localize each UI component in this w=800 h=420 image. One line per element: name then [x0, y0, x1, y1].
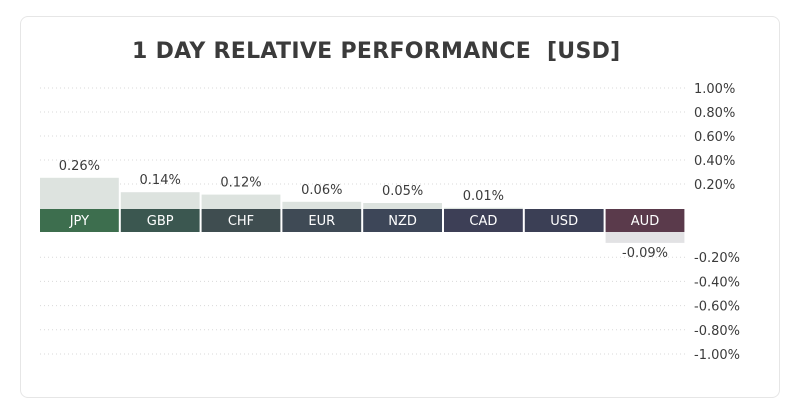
- category-band: [363, 209, 442, 232]
- value-label: 0.26%: [59, 159, 100, 174]
- category-label: EUR: [308, 214, 335, 229]
- category-band: [282, 209, 362, 232]
- value-bar: [40, 177, 119, 209]
- category-band: [40, 209, 119, 232]
- y-tick-label: 1.00%: [694, 82, 735, 97]
- category-band: [605, 209, 685, 232]
- value-bar: [363, 203, 442, 209]
- category-label: NZD: [388, 214, 417, 229]
- y-tick-label: 0.20%: [694, 178, 735, 193]
- y-tick-label: -0.20%: [694, 251, 740, 266]
- value-label: 0.05%: [382, 184, 423, 199]
- y-tick-label: -0.40%: [694, 275, 740, 290]
- category-band: [444, 209, 523, 232]
- value-label: -0.09%: [622, 246, 668, 261]
- category-band: [120, 209, 200, 232]
- y-tick-label: -0.80%: [694, 324, 740, 339]
- value-bar: [120, 192, 200, 209]
- category-label: JPY: [69, 214, 89, 229]
- chart-title: 1 DAY RELATIVE PERFORMANCE [USD]: [132, 39, 621, 64]
- value-bar: [201, 194, 281, 209]
- category-label: CAD: [469, 214, 497, 229]
- value-bar: [282, 201, 362, 209]
- y-tick-label: 0.60%: [694, 130, 735, 145]
- value-label: 0.01%: [463, 189, 504, 204]
- category-label: GBP: [147, 214, 174, 229]
- value-label: 0.06%: [301, 183, 342, 198]
- y-tick-label: 0.40%: [694, 154, 735, 169]
- value-label: 0.14%: [140, 173, 181, 188]
- category-label: CHF: [228, 214, 254, 229]
- value-bar: [444, 207, 523, 209]
- category-band: [201, 209, 281, 232]
- y-tick-label: -0.60%: [694, 300, 740, 315]
- y-tick-label: 0.80%: [694, 106, 735, 121]
- y-tick-label: -1.00%: [694, 348, 740, 363]
- category-label: AUD: [631, 214, 659, 229]
- value-bar: [605, 232, 685, 243]
- value-label: 0.12%: [220, 176, 261, 191]
- category-label: USD: [550, 214, 578, 229]
- category-band: [524, 209, 604, 232]
